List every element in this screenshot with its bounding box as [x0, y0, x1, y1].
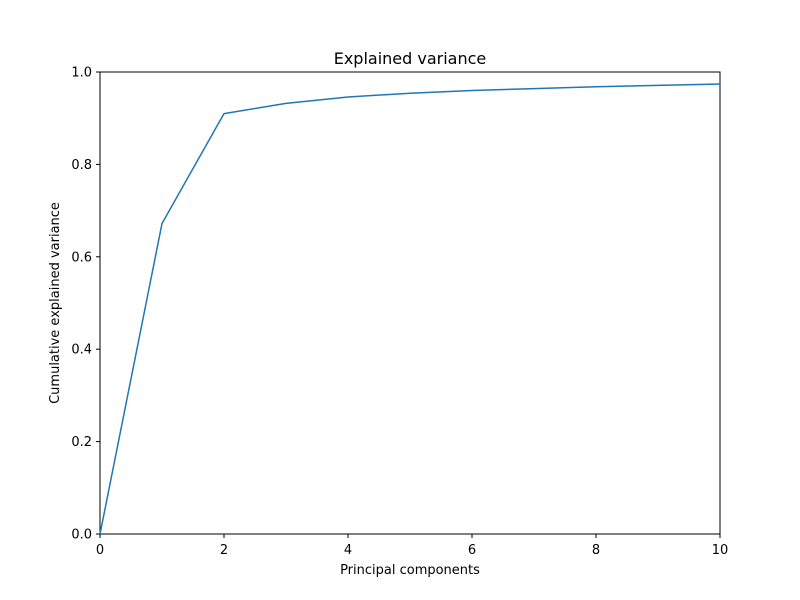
y-tick-label: 0.4 [71, 343, 92, 358]
y-tick-label: 0.6 [71, 250, 92, 265]
x-axis-ticks: 0 2 4 6 8 10 [96, 534, 728, 558]
y-tick-label: 0.8 [71, 158, 92, 173]
x-tick-label: 8 [592, 543, 600, 558]
x-tick-label: 6 [468, 543, 476, 558]
series-line [99, 83, 721, 535]
x-tick-label: 4 [344, 543, 352, 558]
y-tick-label: 0.0 [71, 528, 92, 543]
plot-area [99, 71, 721, 535]
y-tick-label: 0.2 [71, 435, 92, 450]
x-tick-label: 10 [712, 543, 729, 558]
x-axis-label: Principal components [340, 563, 480, 578]
y-axis-ticks: 0.0 0.2 0.4 0.6 0.8 1.0 [71, 66, 100, 543]
x-tick-label: 0 [96, 543, 104, 558]
axes-frame [99, 71, 721, 535]
x-tick-label: 2 [220, 543, 228, 558]
chart-title: Explained variance [334, 49, 487, 68]
y-tick-label: 1.0 [71, 66, 92, 81]
y-axis-label: Cumulative explained variance [48, 202, 63, 404]
